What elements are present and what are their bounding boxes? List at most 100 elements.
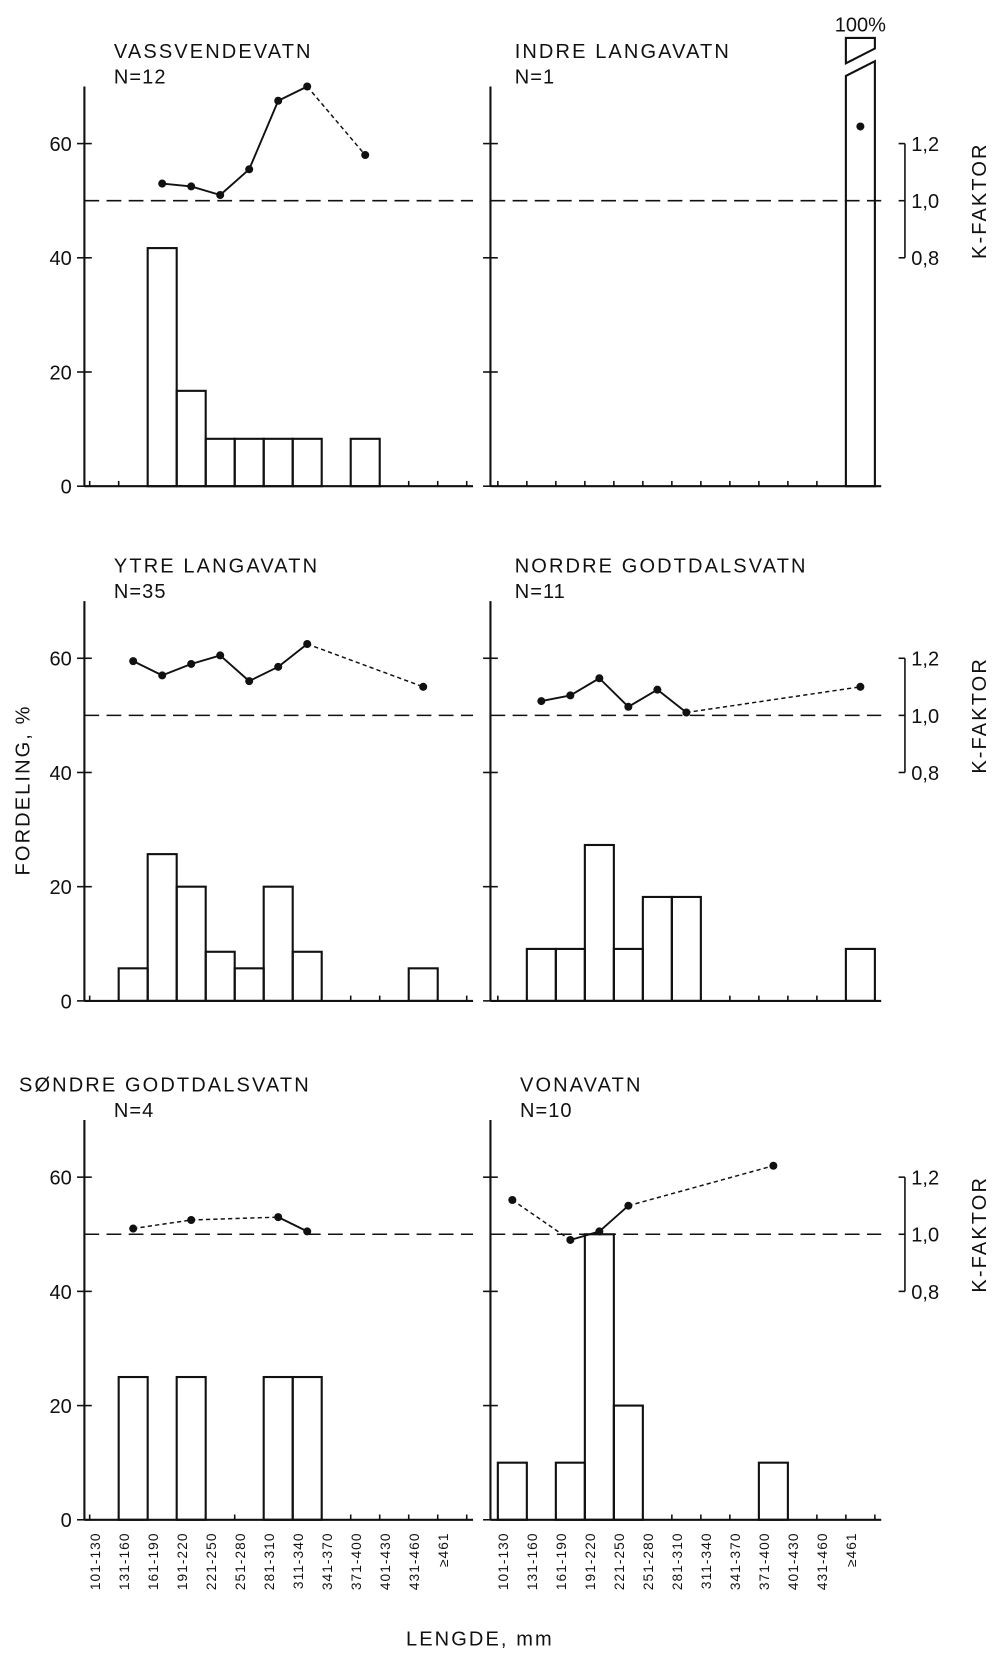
k-factor-segment: [248, 665, 279, 682]
panel-title: VASSVENDEVATN: [114, 41, 313, 63]
k-factor-segment: [161, 663, 192, 677]
k-factor-point: [303, 82, 312, 91]
x-tick-label: 221-250: [612, 1532, 627, 1590]
x-tick-label: 191-220: [175, 1532, 190, 1590]
bar: [612, 947, 644, 1002]
k-factor-point: [419, 682, 428, 691]
k-axis-label: K-FAKTOR: [969, 657, 991, 774]
k-factor-point: [537, 697, 546, 706]
k-factor-segment: [541, 694, 571, 703]
x-tick-label: 281-310: [670, 1532, 685, 1590]
k-factor-segment: [248, 100, 280, 170]
x-tick-label: 371-400: [349, 1532, 364, 1590]
k-tick-label: 1,0: [911, 1225, 939, 1247]
y-axis-label: FORDELING, %: [13, 704, 35, 875]
k-axis-label: K-FAKTOR: [969, 1176, 991, 1293]
k-factor-segment: [598, 1205, 629, 1233]
k-factor-point: [187, 1215, 196, 1225]
y-tick-label: 20: [49, 1396, 71, 1418]
y-tick-label: 20: [49, 877, 71, 899]
bar: [117, 967, 149, 1002]
x-tick-label: 281-310: [262, 1532, 277, 1590]
y-tick-label: 0: [61, 477, 72, 499]
k-factor-point: [274, 1213, 283, 1222]
k-factor-point: [624, 1201, 633, 1210]
panel-title: SØNDRE GODTDALSVATN: [19, 1075, 311, 1097]
y-tick-label: 60: [49, 649, 71, 671]
bar: [291, 1375, 323, 1521]
k-factor-point: [624, 702, 633, 711]
k-tick-label: 1,2: [911, 649, 939, 671]
k-factor-point: [303, 1227, 312, 1236]
bar: [291, 950, 323, 1002]
x-tick-label: 161-190: [146, 1532, 161, 1590]
k-factor-segment: [628, 1165, 774, 1207]
x-tick-label: 341-370: [320, 1532, 335, 1590]
bar: [349, 437, 381, 488]
sample-size: N=10: [520, 1100, 573, 1122]
y-tick-label: 60: [49, 134, 71, 156]
x-tick-label: 311-340: [699, 1532, 714, 1589]
value-label: 100%: [835, 15, 886, 37]
k-factor-point: [158, 179, 167, 188]
x-tick-label: 341-370: [728, 1532, 743, 1590]
k-factor-point: [856, 682, 865, 691]
x-tick-label: 101-130: [496, 1532, 511, 1590]
k-factor-point: [216, 651, 225, 660]
bar: [583, 1233, 615, 1521]
k-tick-label: 1,0: [911, 191, 939, 213]
k-tick-label: 0,8: [911, 248, 939, 270]
k-factor-segment: [277, 1216, 308, 1233]
x-tick-label: 221-250: [204, 1532, 219, 1590]
panel-title: YTRE LANGAVATN: [114, 556, 319, 578]
bar: [262, 885, 294, 1002]
k-factor-segment: [277, 85, 308, 102]
k-factor-point: [187, 182, 196, 191]
x-tick-label: 431-460: [407, 1532, 422, 1590]
k-factor-point: [129, 657, 138, 666]
bar: [496, 1461, 528, 1521]
k-tick-label: 1,0: [911, 706, 939, 728]
bar: [612, 1404, 644, 1521]
x-tick-label: 401-430: [378, 1532, 393, 1590]
bar: [525, 947, 557, 1002]
k-factor-point: [566, 691, 575, 700]
k-factor-point: [274, 96, 283, 105]
x-tick-label: 131-160: [117, 1532, 132, 1590]
bar: [175, 1375, 207, 1521]
k-factor-point: [595, 1227, 604, 1236]
bar: [204, 950, 236, 1002]
k-factor-point: [682, 708, 691, 717]
k-tick-label: 0,8: [911, 1282, 939, 1304]
x-axis-label: LENGDE, mm: [406, 1628, 554, 1650]
y-tick-label: 20: [49, 362, 71, 384]
bar: [844, 947, 876, 1002]
x-tick-label: 131-160: [525, 1532, 540, 1590]
x-tick-label: ≥461: [436, 1532, 451, 1567]
bar: [670, 895, 702, 1002]
k-factor-segment: [190, 185, 221, 196]
bar: [262, 437, 294, 488]
k-factor-point: [595, 674, 604, 683]
k-factor-segment: [132, 660, 163, 677]
sample-size: N=11: [515, 581, 566, 603]
k-factor-segment: [598, 677, 630, 708]
k-factor-segment: [219, 168, 250, 196]
bar: [583, 843, 615, 1002]
sample-size: N=1: [515, 66, 555, 88]
k-factor-point: [187, 659, 196, 668]
bar: [146, 247, 178, 488]
bar: [407, 967, 439, 1002]
k-factor-segment: [219, 654, 250, 682]
bar: [233, 437, 265, 488]
panel-title: INDRE LANGAVATN: [515, 41, 731, 63]
bar: [291, 437, 323, 488]
k-factor-point: [216, 190, 225, 199]
k-factor-point: [303, 639, 312, 648]
k-axis-label: K-FAKTOR: [969, 142, 991, 259]
bar: [641, 895, 673, 1002]
bar: [175, 389, 207, 488]
k-factor-segment: [191, 1216, 279, 1221]
bar: [554, 947, 586, 1002]
